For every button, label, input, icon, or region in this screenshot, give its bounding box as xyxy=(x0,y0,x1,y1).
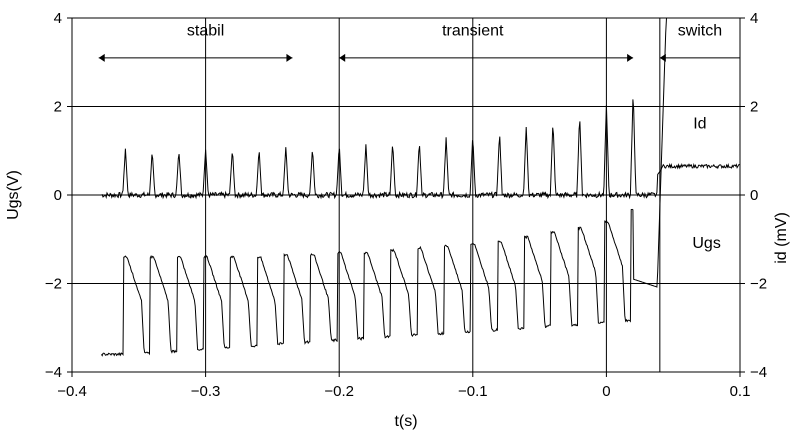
x-axis-label: t(s) xyxy=(394,413,417,430)
y-left-tick-label: 2 xyxy=(54,99,62,116)
y-left-tick-label: 0 xyxy=(54,187,62,204)
arrow-head xyxy=(627,53,634,62)
annotation-label: transient xyxy=(442,23,504,40)
y-axis-left-label: Ugs(V) xyxy=(5,170,22,220)
annotation-label: Id xyxy=(693,116,706,133)
annotation-label: stabil xyxy=(187,23,224,40)
series-ugs-line xyxy=(100,17,740,357)
y-left-tick-label: 4 xyxy=(54,10,62,27)
x-tick-label: 0 xyxy=(602,383,610,400)
y-right-tick-label: 0 xyxy=(750,187,758,204)
y-right-tick-label: −4 xyxy=(750,364,767,381)
series xyxy=(100,17,740,357)
arrow-head xyxy=(286,53,293,62)
grid xyxy=(72,18,740,372)
annotations: stabil transient switch Id Ugs xyxy=(98,23,740,252)
y-left-tick-label: −4 xyxy=(45,364,62,381)
y-right-tick-label: −2 xyxy=(750,276,767,293)
arrow-head xyxy=(339,53,346,62)
y-right-tick-label: 2 xyxy=(750,99,758,116)
y-right-tick-label: 4 xyxy=(750,10,758,27)
series-id-line xyxy=(101,99,740,200)
annotation-label: Ugs xyxy=(692,235,720,252)
x-tick-label: 0.1 xyxy=(730,383,751,400)
y-left-tick-label: −2 xyxy=(45,276,62,293)
ticks: −0.4 −0.3 −0.2 −0.1 0 0.1 4 4 2 2 0 0 −2 −2 −4 −4 xyxy=(45,10,767,400)
arrow-head xyxy=(659,53,666,62)
x-tick-label: −0.3 xyxy=(191,383,221,400)
arrow-head xyxy=(98,53,105,62)
x-tick-label: −0.4 xyxy=(57,383,87,400)
x-tick-label: −0.1 xyxy=(458,383,488,400)
annotation-label: switch xyxy=(678,23,722,40)
y-axis-right-label: id (mV) xyxy=(773,212,790,264)
x-tick-label: −0.2 xyxy=(324,383,354,400)
